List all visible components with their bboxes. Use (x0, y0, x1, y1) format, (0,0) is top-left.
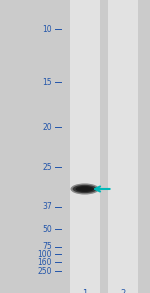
Text: 50: 50 (42, 225, 52, 234)
Ellipse shape (75, 186, 94, 192)
Text: 37: 37 (42, 202, 52, 211)
Ellipse shape (70, 183, 99, 195)
Ellipse shape (78, 187, 91, 191)
Text: 160: 160 (37, 258, 52, 267)
Text: 75: 75 (42, 242, 52, 251)
Text: 15: 15 (42, 78, 52, 86)
Text: 25: 25 (42, 163, 52, 171)
Text: 2: 2 (120, 289, 126, 293)
Ellipse shape (73, 185, 97, 193)
Text: 100: 100 (37, 250, 52, 258)
Text: 20: 20 (42, 123, 52, 132)
Text: 10: 10 (42, 25, 52, 34)
Bar (70, 0, 100, 293)
Bar (108, 0, 138, 293)
Text: 1: 1 (82, 289, 87, 293)
Text: 250: 250 (37, 267, 52, 275)
